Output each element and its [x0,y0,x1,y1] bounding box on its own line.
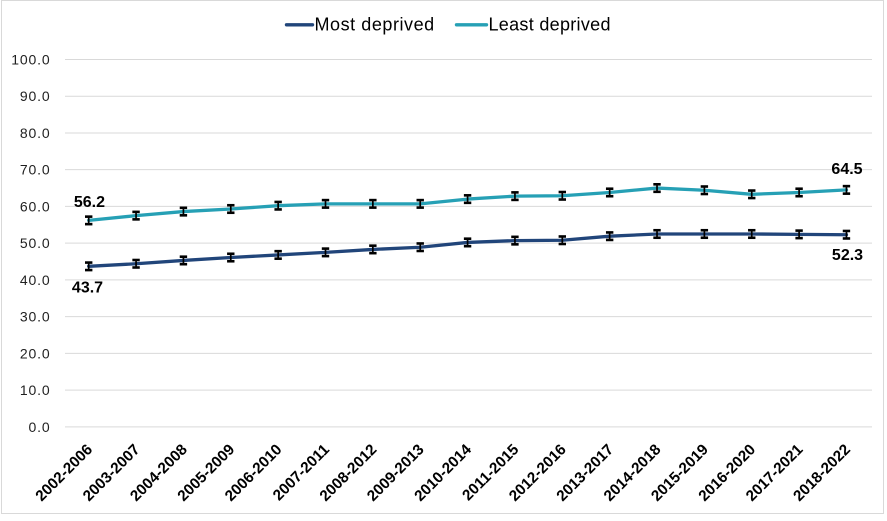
svg-text:20.0: 20.0 [20,345,51,361]
svg-text:0.0: 0.0 [28,419,50,435]
svg-text:100.0: 100.0 [11,52,50,68]
svg-text:Least deprived: Least deprived [489,15,611,35]
svg-text:30.0: 30.0 [20,309,51,325]
svg-text:Most deprived: Most deprived [315,15,435,35]
svg-text:56.2: 56.2 [74,194,105,211]
svg-text:80.0: 80.0 [20,125,51,141]
svg-text:70.0: 70.0 [20,162,51,178]
svg-text:50.0: 50.0 [20,235,51,251]
svg-text:52.3: 52.3 [832,247,863,264]
svg-text:43.7: 43.7 [72,279,103,296]
svg-text:60.0: 60.0 [20,198,51,214]
svg-text:90.0: 90.0 [20,88,51,104]
svg-text:40.0: 40.0 [20,272,51,288]
svg-text:64.5: 64.5 [831,161,862,178]
svg-text:10.0: 10.0 [20,382,51,398]
